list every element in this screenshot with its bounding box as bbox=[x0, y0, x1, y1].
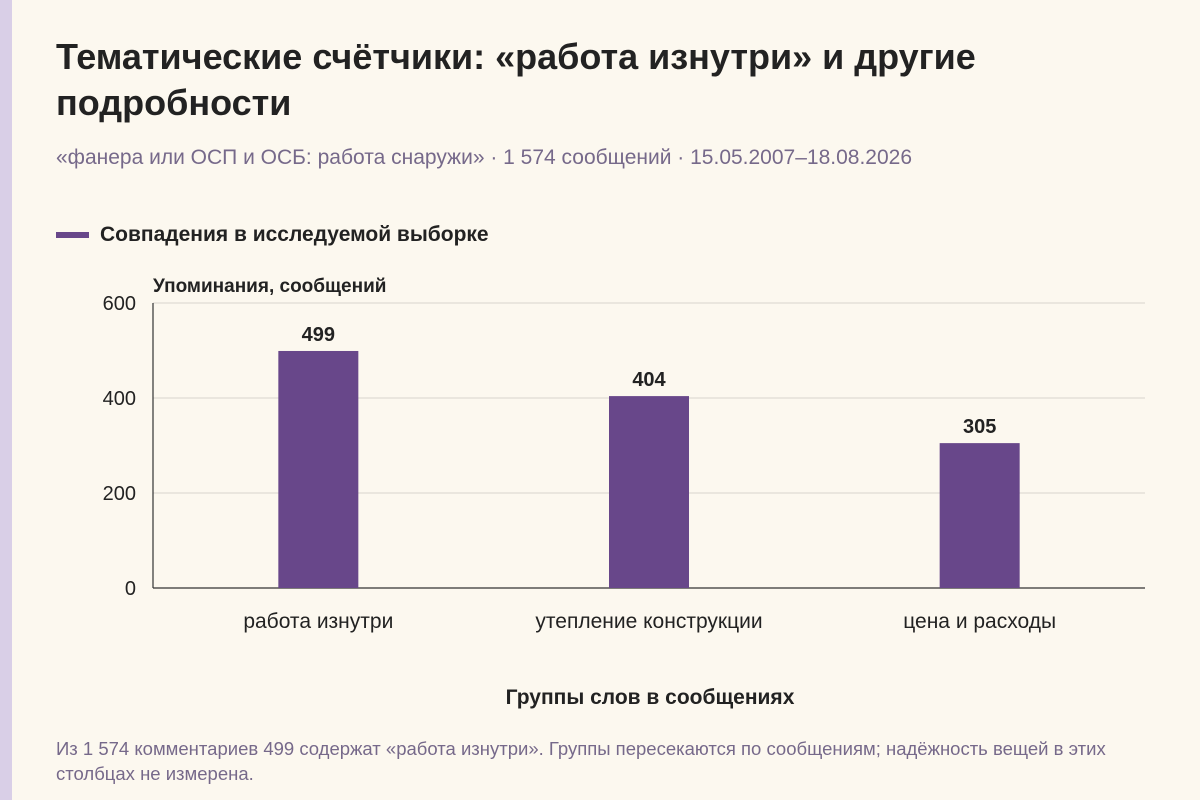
bar bbox=[609, 396, 689, 588]
x-tick-label: работа изнутри bbox=[243, 610, 393, 633]
bar-data-label: 404 bbox=[632, 369, 666, 391]
y-tick-label: 400 bbox=[103, 388, 136, 410]
legend-swatch bbox=[56, 232, 89, 238]
bar bbox=[278, 350, 359, 588]
y-tick-label: 0 bbox=[125, 578, 136, 600]
legend: Совпадения в исследуемой выборке bbox=[56, 220, 489, 250]
bar-chart: 0 200 400 600 Упоминания, сообщений 499 работа… bbox=[103, 276, 1145, 633]
left-accent-strip bbox=[0, 0, 12, 800]
legend-label: Совпадения в исследуемой выборке bbox=[100, 223, 489, 246]
page-title: Тематические счётчики: «работа изнутри» … bbox=[56, 36, 976, 123]
x-axis-title: Группы слов в сообщениях bbox=[505, 686, 795, 709]
bar-data-label: 305 bbox=[963, 416, 996, 438]
y-tick-label: 200 bbox=[103, 483, 136, 505]
bar-data-label: 499 bbox=[302, 324, 335, 346]
chart-subtitle: «фанера или ОСП и ОСБ: работа снаружи» ·… bbox=[56, 146, 913, 169]
x-tick-label: цена и расходы bbox=[903, 610, 1056, 633]
y-tick-label: 600 bbox=[103, 293, 136, 315]
y-axis-title: Упоминания, сообщений bbox=[153, 276, 386, 297]
x-tick-label: утепление конструкции bbox=[535, 610, 762, 633]
footnote: Из 1 574 комментариев 499 содержат «рабо… bbox=[56, 738, 1106, 784]
bar bbox=[939, 443, 1020, 588]
